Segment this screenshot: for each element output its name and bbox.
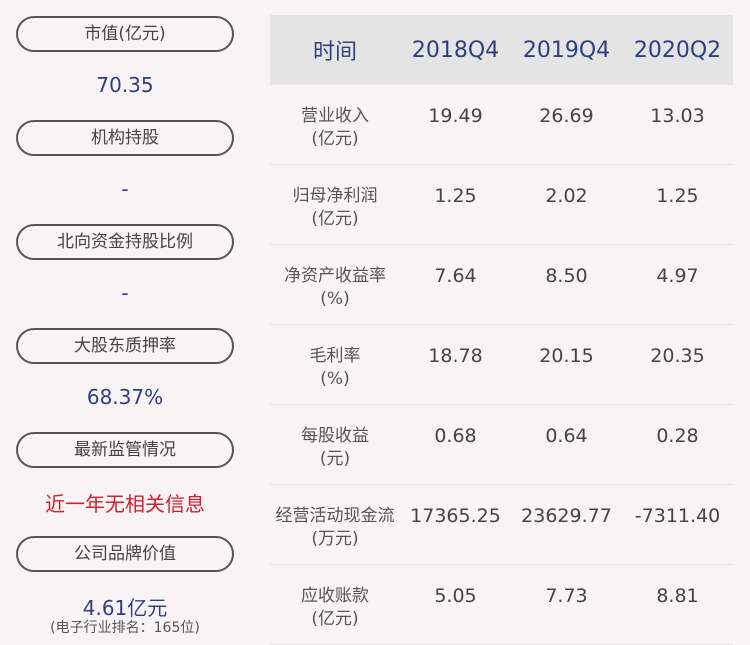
table-row: 每股收益 (元) 0.68 0.64 0.28 xyxy=(270,405,733,485)
brand-value-label: 公司品牌价值 xyxy=(16,536,234,572)
table-cell: 13.03 xyxy=(650,105,705,127)
regulation-value: 近一年无相关信息 xyxy=(45,492,205,516)
table-cell: 26.69 xyxy=(539,105,594,127)
regulation-label: 最新监管情况 xyxy=(16,432,234,468)
row-label: 归母净利润 (亿元) xyxy=(270,185,400,231)
metric-name: 经营活动现金流 xyxy=(275,506,395,526)
table-cell: 20.35 xyxy=(650,345,705,367)
table-cell: 8.50 xyxy=(545,265,588,287)
table-cell: 7.64 xyxy=(434,265,477,287)
brand-value: 4.61亿元 xyxy=(82,596,168,620)
row-label: 毛利率 (%) xyxy=(270,345,400,391)
table-cell: 2.02 xyxy=(545,185,588,207)
metric-name: 应收账款 xyxy=(301,586,369,606)
table-cell: 1.25 xyxy=(434,185,477,207)
metric-unit: (%) xyxy=(320,289,350,309)
row-label: 经营活动现金流 (万元) xyxy=(270,505,400,551)
northbound-ratio-label: 北向资金持股比例 xyxy=(16,224,234,260)
table-cell: 0.28 xyxy=(656,425,699,447)
metric-unit: (元) xyxy=(319,449,351,469)
row-label: 净资产收益率 (%) xyxy=(270,265,400,311)
metric-name: 归母净利润 xyxy=(292,186,378,206)
metric-unit: (万元) xyxy=(311,529,359,549)
institutional-holding-label: 机构持股 xyxy=(16,120,234,156)
table-cell: 5.05 xyxy=(434,585,477,607)
metric-unit: (亿元) xyxy=(311,209,359,229)
financial-table: 时间 2018Q4 2019Q4 2020Q2 营业收入 (亿元) 19.49 26.… xyxy=(270,15,733,645)
table-row: 净资产收益率 (%) 7.64 8.50 4.97 xyxy=(270,245,733,325)
header-col: 2019Q4 xyxy=(522,37,611,63)
row-label: 应收账款 (亿元) xyxy=(270,585,400,631)
metric-unit: (亿元) xyxy=(311,609,359,629)
market-cap-value: 70.35 xyxy=(96,73,154,97)
institutional-holding-value: - xyxy=(121,177,129,201)
market-cap-label: 市值(亿元) xyxy=(16,16,234,52)
metric-name: 营业收入 xyxy=(301,106,369,126)
pledge-rate-value: 68.37% xyxy=(86,385,164,409)
table-cell: 0.64 xyxy=(545,425,588,447)
pledge-rate-label: 大股东质押率 xyxy=(16,328,234,364)
header-time: 时间 xyxy=(312,40,357,65)
row-label: 营业收入 (亿元) xyxy=(270,105,400,151)
table-cell: 8.81 xyxy=(656,585,699,607)
header-col: 2020Q2 xyxy=(633,37,722,63)
table-cell: 4.97 xyxy=(656,265,699,287)
table-cell: 20.15 xyxy=(539,345,594,367)
metric-unit: (亿元) xyxy=(311,129,359,149)
table-row: 应收账款 (亿元) 5.05 7.73 8.81 xyxy=(270,565,733,645)
metric-name: 毛利率 xyxy=(309,346,361,366)
northbound-ratio-value: - xyxy=(121,281,129,305)
metric-unit: (%) xyxy=(320,369,350,389)
brand-rank-note: (电子行业排名：165位) xyxy=(50,620,200,636)
table-row: 归母净利润 (亿元) 1.25 2.02 1.25 xyxy=(270,165,733,245)
table-row: 毛利率 (%) 18.78 20.15 20.35 xyxy=(270,325,733,405)
header-col: 2018Q4 xyxy=(411,37,500,63)
table-cell: 1.25 xyxy=(656,185,699,207)
table-cell: 0.68 xyxy=(434,425,477,447)
table-cell: -7311.40 xyxy=(634,505,721,527)
table-cell: 23629.77 xyxy=(521,505,612,527)
table-row: 营业收入 (亿元) 19.49 26.69 13.03 xyxy=(270,85,733,165)
table-header: 时间 2018Q4 2019Q4 2020Q2 xyxy=(270,15,733,85)
metric-name: 每股收益 xyxy=(301,426,369,446)
row-label: 每股收益 (元) xyxy=(270,425,400,471)
table-row: 经营活动现金流 (万元) 17365.25 23629.77 -7311.40 xyxy=(270,485,733,565)
metric-name: 净资产收益率 xyxy=(284,266,386,286)
table-cell: 18.78 xyxy=(428,345,483,367)
table-cell: 17365.25 xyxy=(410,505,501,527)
table-cell: 7.73 xyxy=(545,585,588,607)
table-cell: 19.49 xyxy=(428,105,483,127)
